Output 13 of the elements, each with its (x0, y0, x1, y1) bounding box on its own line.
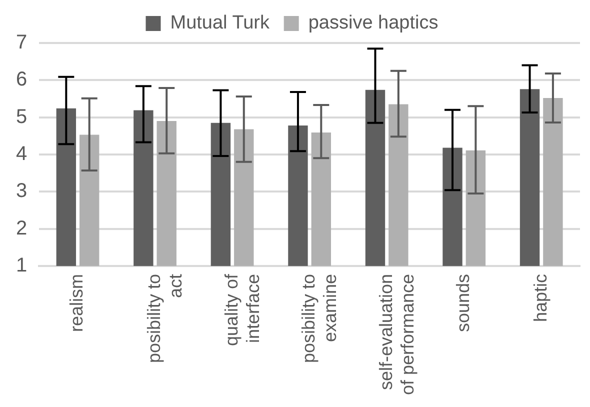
y-tick-label: 7 (16, 32, 28, 54)
x-tick-label: sounds (453, 274, 474, 332)
y-tick-label: 5 (16, 106, 28, 128)
legend-label: Mutual Turk (170, 12, 270, 34)
legend-label: passive haptics (308, 12, 438, 34)
y-tick-label: 4 (16, 142, 28, 165)
y-tick-label: 1 (16, 254, 28, 276)
y-tick-label: 3 (16, 180, 28, 202)
x-tick-label: realism (66, 274, 87, 332)
y-tick-label: 2 (16, 217, 28, 240)
y-tick-label: 6 (16, 68, 28, 91)
x-tick-label: haptic (530, 274, 550, 322)
x-tick-label: posibility to act (144, 274, 186, 363)
